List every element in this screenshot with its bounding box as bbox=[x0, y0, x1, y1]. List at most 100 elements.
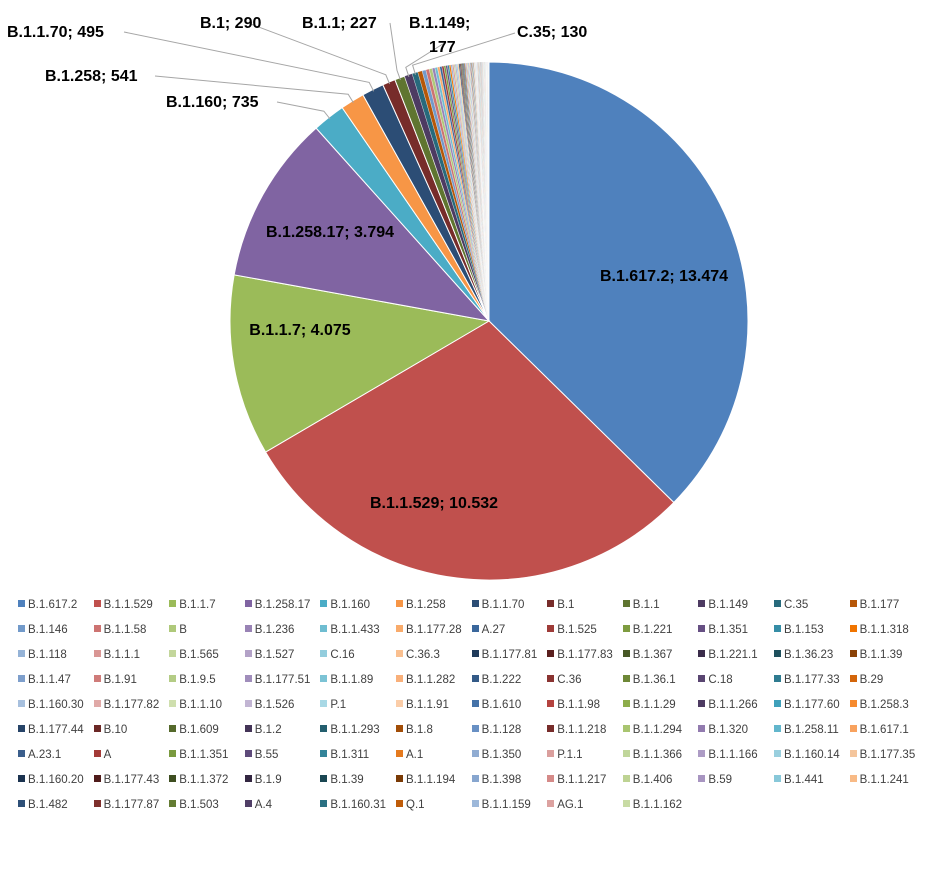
legend-item-b-1-160-14: B.1.160.14 bbox=[774, 748, 840, 762]
legend-item-b-1-1-70: B.1.1.70 bbox=[471, 598, 524, 612]
legend-label: B.1.1.91 bbox=[406, 699, 449, 711]
legend-item-b-1-39: B.1.39 bbox=[320, 773, 364, 787]
legend-label: B.1.177.44 bbox=[28, 724, 84, 736]
legend-label: B.1.441 bbox=[784, 774, 824, 786]
legend-item-b-1-617-1: B.1.617.1 bbox=[849, 723, 909, 737]
legend-swatch bbox=[320, 650, 328, 657]
legend-item-b-1-1-58: B.1.1.58 bbox=[93, 623, 146, 637]
legend-swatch bbox=[622, 725, 630, 732]
legend-item-c-18: C.18 bbox=[698, 673, 733, 687]
legend-label: B.1.160.14 bbox=[784, 749, 840, 761]
legend-swatch bbox=[93, 750, 101, 757]
legend-item-a-27: A.27 bbox=[471, 623, 505, 637]
legend-item-b-1-36-23: B.1.36.23 bbox=[774, 648, 833, 662]
legend-swatch bbox=[471, 775, 479, 782]
legend-swatch bbox=[622, 750, 630, 757]
legend-swatch bbox=[396, 750, 403, 757]
legend-item-b-1-36-1: B.1.36.1 bbox=[622, 673, 676, 687]
legend-swatch bbox=[93, 625, 101, 632]
pie-chart-canvas: B.1.617.2; 13.474 B.1.1.529; 10.532 B.1.1.… bbox=[7, 15, 749, 581]
legend-label: B.1.258.17 bbox=[254, 599, 311, 611]
legend-swatch bbox=[244, 800, 252, 807]
legend-swatch bbox=[471, 800, 479, 807]
legend-item-b-1-1-29: B.1.1.29 bbox=[622, 698, 676, 712]
legend-label: B bbox=[179, 624, 187, 636]
legend-swatch bbox=[849, 600, 857, 607]
legend-label: B.1.1.293 bbox=[330, 724, 380, 736]
legend-item-a: A bbox=[93, 748, 111, 762]
legend-swatch bbox=[622, 625, 630, 632]
legend-item-b-1-258-11: B.1.258.11 bbox=[774, 723, 839, 737]
legend-swatch bbox=[698, 700, 706, 707]
legend-swatch bbox=[169, 600, 177, 607]
data-label-b-1-149: B.1.149; 177 bbox=[409, 15, 470, 56]
legend-label: B.1.1.89 bbox=[330, 674, 374, 686]
legend-label: B.1.221 bbox=[632, 624, 673, 636]
legend-item-b-1-160-30: B.1.160.30 bbox=[18, 698, 84, 712]
legend-label: AG.1 bbox=[557, 799, 584, 811]
legend-swatch bbox=[547, 725, 555, 732]
legend-item-b-1-221: B.1.221 bbox=[622, 623, 673, 637]
legend-item-b-55: B.55 bbox=[244, 748, 278, 762]
legend-item-b-1-1-159: B.1.1.159 bbox=[471, 798, 531, 812]
legend-label: B.1.177.28 bbox=[406, 624, 462, 636]
legend-label: B.1.258.11 bbox=[784, 724, 839, 736]
legend-item-b-1: B.1 bbox=[547, 598, 574, 612]
legend-item-b-1-160-20: B.1.160.20 bbox=[18, 773, 84, 787]
legend-label: B.1.177.83 bbox=[557, 649, 613, 661]
legend-label: B.1.177.82 bbox=[103, 699, 160, 711]
legend-label: B.1.398 bbox=[481, 774, 522, 786]
legend-label: B.1.1.194 bbox=[406, 774, 456, 786]
legend-item-b-1-1-318: B.1.1.318 bbox=[849, 623, 909, 637]
data-labels: B.1.617.2; 13.474 B.1.1.529; 10.532 B.1.1.… bbox=[7, 15, 728, 512]
legend-item-b-1-441: B.1.441 bbox=[774, 773, 824, 787]
legend-item-b-1-1-433: B.1.1.433 bbox=[320, 623, 380, 637]
legend-swatch bbox=[547, 800, 555, 807]
legend-label: A.23.1 bbox=[28, 749, 62, 761]
legend-item-b-1-1-89: B.1.1.89 bbox=[320, 673, 373, 687]
legend-label: B.1.177.81 bbox=[481, 649, 538, 661]
legend-swatch bbox=[93, 775, 101, 782]
legend-item-b-1-91: B.1.91 bbox=[93, 673, 137, 687]
legend-item-b-1-1: B.1.1 bbox=[622, 598, 660, 612]
legend-label: B.1.222 bbox=[481, 674, 522, 686]
legend-swatch bbox=[18, 775, 25, 782]
legend-label: B.59 bbox=[708, 774, 733, 786]
leader-line-c-35 bbox=[411, 32, 516, 75]
legend-item-b-1-367: B.1.367 bbox=[622, 648, 672, 662]
legend-item-b-1-1-7: B.1.1.7 bbox=[169, 598, 216, 612]
legend-item-b-1-177-82: B.1.177.82 bbox=[93, 698, 160, 712]
legend-swatch bbox=[849, 675, 857, 682]
legend-swatch bbox=[396, 800, 403, 807]
legend-label: C.36 bbox=[557, 674, 582, 686]
legend-swatch bbox=[698, 775, 706, 782]
legend-swatch bbox=[698, 675, 706, 682]
legend-swatch bbox=[18, 700, 25, 707]
legend-label: B.1.91 bbox=[103, 674, 137, 686]
legend-swatch bbox=[622, 675, 630, 682]
legend-swatch bbox=[93, 600, 101, 607]
legend-swatch bbox=[320, 675, 328, 682]
legend-label: B.1.2 bbox=[254, 724, 282, 736]
legend-item-b-1-1-98: B.1.1.98 bbox=[547, 698, 600, 712]
legend-item-b-1-9: B.1.9 bbox=[244, 773, 282, 787]
legend-item-b-59: B.59 bbox=[698, 773, 732, 787]
legend-item-b-1-1-372: B.1.1.372 bbox=[169, 773, 228, 787]
legend-label: B.1.36.23 bbox=[784, 649, 834, 661]
legend-swatch bbox=[169, 800, 177, 807]
legend-swatch bbox=[93, 725, 101, 732]
legend-label: B.1.320 bbox=[708, 724, 749, 736]
legend-swatch bbox=[849, 700, 857, 707]
data-label-b-1-258-17: B.1.258.17; 3.794 bbox=[266, 224, 394, 241]
legend-item-b-1-617-2: B.1.617.2 bbox=[18, 598, 77, 612]
legend-swatch bbox=[698, 625, 706, 632]
legend-label: B.1.1.218 bbox=[557, 724, 607, 736]
legend-swatch bbox=[169, 700, 177, 707]
leader-line-b-1-149 bbox=[405, 41, 447, 77]
legend-label: B.1.160.30 bbox=[28, 699, 84, 711]
legend-item-b-1-1-366: B.1.1.366 bbox=[622, 748, 682, 762]
legend-item-b-1-482: B.1.482 bbox=[18, 798, 68, 812]
legend-label: B.1.1.39 bbox=[859, 649, 903, 661]
legend-swatch bbox=[774, 700, 781, 707]
legend-label: B.1.39 bbox=[330, 774, 364, 786]
